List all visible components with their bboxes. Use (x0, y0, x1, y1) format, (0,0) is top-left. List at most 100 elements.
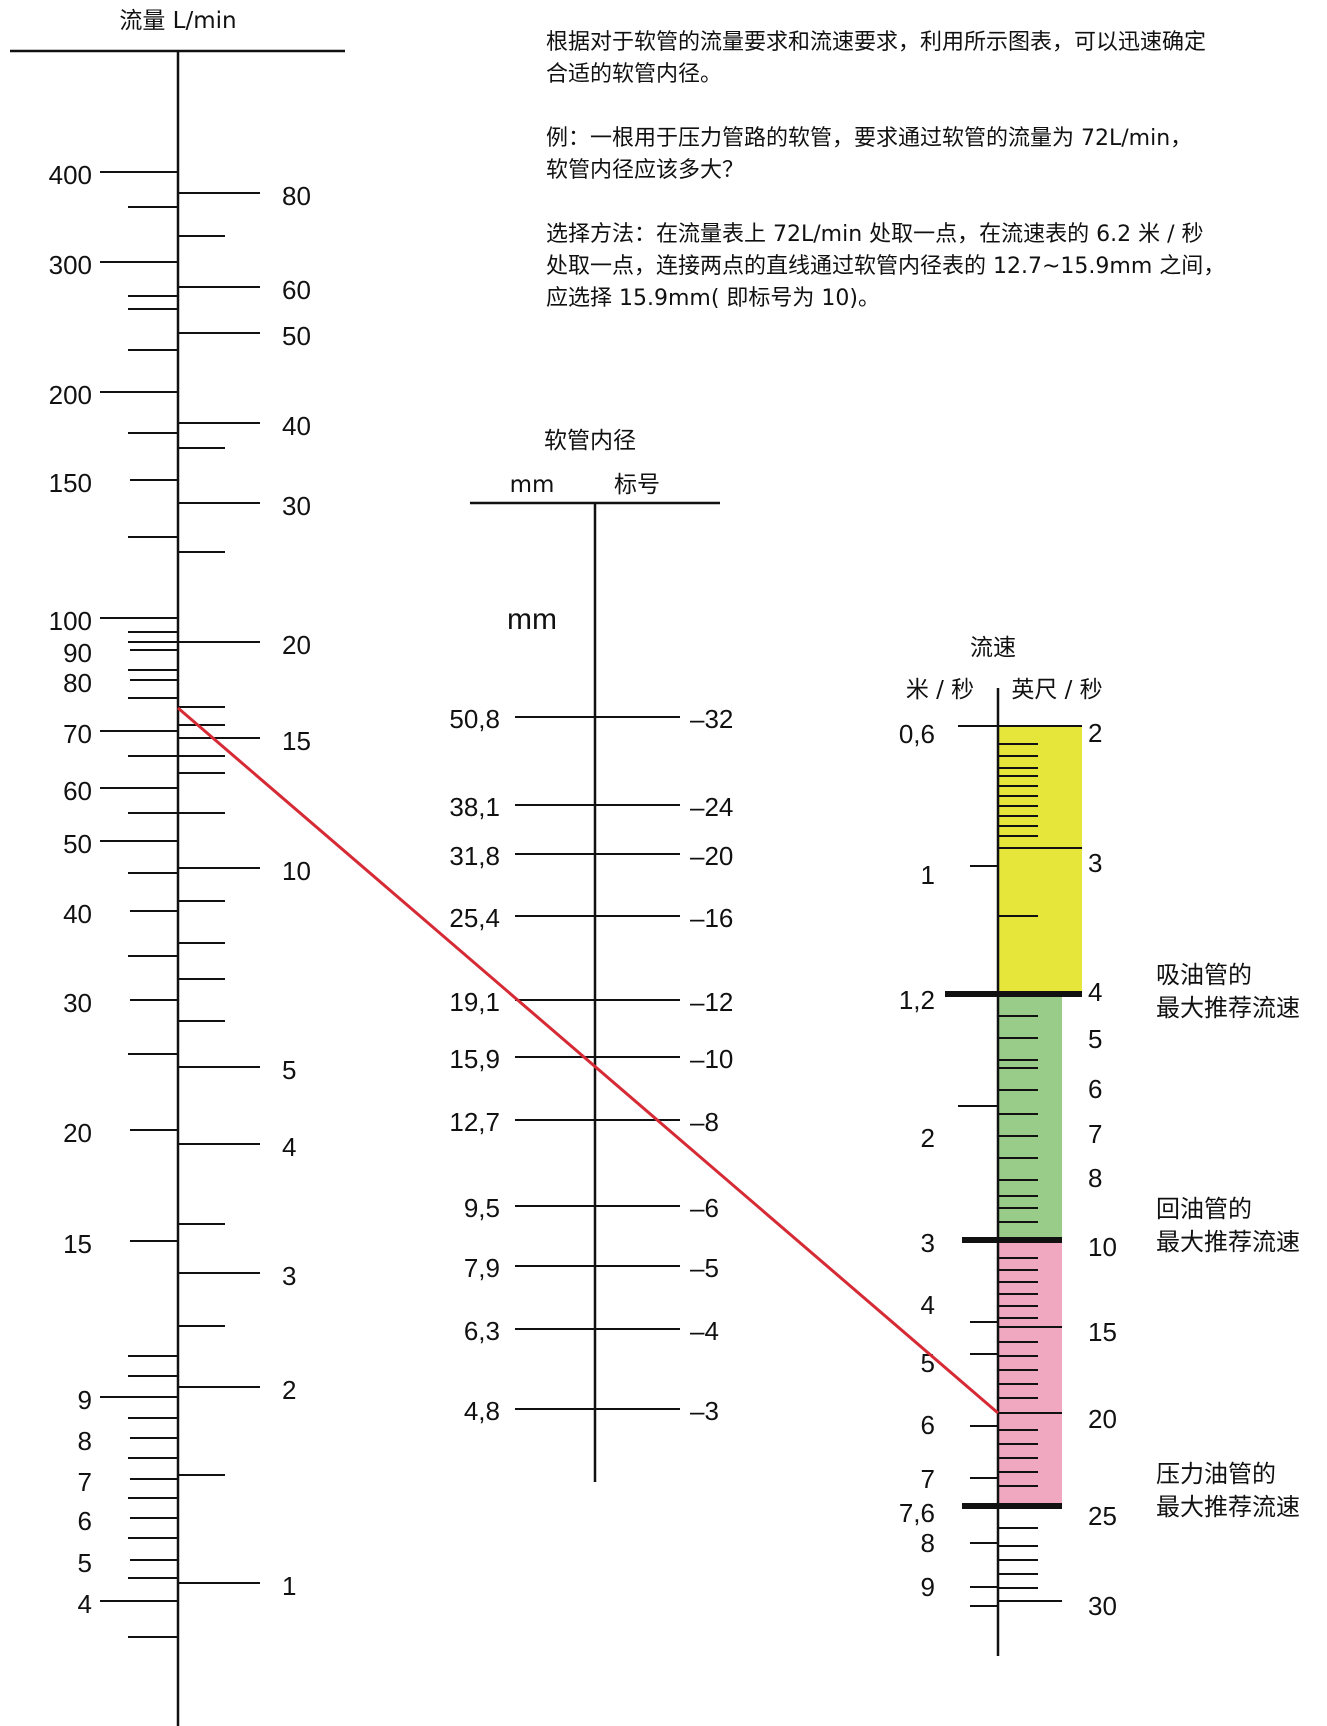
diameter-col-dash: 标号 (614, 472, 660, 498)
flow-label-gpm: 2 (282, 1375, 296, 1405)
velocity-label-mps: 9 (921, 1572, 935, 1602)
diameter-label-mm: 7,9 (464, 1253, 500, 1283)
diameter-label-dash: –16 (690, 903, 733, 933)
diameter-label-dash: –24 (690, 792, 733, 822)
flow-label-lpm: 60 (63, 776, 92, 806)
velocity-label-mps: 4 (921, 1290, 935, 1320)
velocity-label-fps: 10 (1088, 1232, 1117, 1262)
diameter-label-mm: 6,3 (464, 1316, 500, 1346)
velocity-label-fps: 30 (1088, 1591, 1117, 1621)
velocity-label-mps: 8 (921, 1528, 935, 1558)
zone-label-pressure: 最大推荐流速 (1156, 1493, 1300, 1521)
flow-label-lpm: 50 (63, 829, 92, 859)
diameter-label-mm: 25,4 (449, 903, 500, 933)
velocity-label-fps: 6 (1088, 1074, 1102, 1104)
velocity-scale-title: 流速 (970, 635, 1016, 661)
flow-label-gpm: 3 (282, 1261, 296, 1291)
velocity-unit-mps: 米 / 秒 (906, 677, 974, 703)
flow-label-lpm: 400 (49, 160, 92, 190)
diameter-label-dash: –10 (690, 1044, 733, 1074)
flow-label-lpm: 4 (78, 1589, 92, 1619)
diameter-label-mm: 12,7 (449, 1107, 500, 1137)
flow-label-gpm: 80 (282, 181, 311, 211)
zone-return (998, 992, 1062, 1239)
diameter-label-dash: –5 (690, 1253, 719, 1283)
flow-label-lpm: 6 (78, 1506, 92, 1536)
flow-scale: 流量 L/min40030020015010090807060504030201… (10, 8, 345, 1726)
description-p3-line2: 处取一点，连接两点的直线通过软管内径表的 12.7~15.9mm 之间， (546, 254, 1226, 279)
velocity-label-fps: 4 (1088, 977, 1102, 1007)
diameter-unit-mm: mm (507, 603, 557, 636)
flow-label-lpm: 200 (49, 380, 92, 410)
flow-label-lpm: 300 (49, 250, 92, 280)
flow-label-lpm: 15 (63, 1229, 92, 1259)
diameter-label-mm: 50,8 (449, 704, 500, 734)
velocity-label-fps: 3 (1088, 848, 1102, 878)
description-p1-line1: 根据对于软管的流量要求和流速要求，利用所示图表，可以迅速确定 (546, 30, 1207, 55)
flow-label-lpm: 90 (63, 638, 92, 668)
example-line-group (177, 706, 999, 1415)
velocity-label-fps: 15 (1088, 1317, 1117, 1347)
example-line (177, 706, 999, 1415)
velocity-label-mps: 6 (921, 1410, 935, 1440)
diameter-scale: 软管内径 mm 标号 mm 50,8 –32 38,1 –24 31,8 –20 25,4 –16 19… (449, 428, 733, 1482)
zone-label-suction: 最大推荐流速 (1156, 994, 1300, 1022)
zone-label-suction: 吸油管的 (1156, 961, 1252, 989)
flow-label-gpm: 50 (282, 321, 311, 351)
flow-label-lpm: 40 (63, 899, 92, 929)
velocity-label-mps: 2 (921, 1123, 935, 1153)
diameter-scale-title: 软管内径 (544, 428, 636, 454)
flow-label-lpm: 100 (49, 606, 92, 636)
velocity-label-fps: 5 (1088, 1024, 1102, 1054)
flow-label-lpm: 80 (63, 668, 92, 698)
diameter-label-mm: 9,5 (464, 1193, 500, 1223)
flow-label-gpm: 40 (282, 411, 311, 441)
description-p3-line3: 应选择 15.9mm( 即标号为 10)。 (546, 286, 880, 311)
velocity-label-mps: 0,6 (899, 719, 935, 749)
zone-suction (998, 726, 1082, 992)
velocity-unit-fps: 英尺 / 秒 (1011, 677, 1102, 703)
diameter-label-dash: –8 (690, 1107, 719, 1137)
description-p3-line1: 选择方法：在流量表上 72L/min 处取一点，在流速表的 6.2 米 / 秒 (546, 222, 1204, 247)
flow-label-lpm: 70 (63, 719, 92, 749)
flow-label-gpm: 5 (282, 1055, 296, 1085)
velocity-label-mps: 7 (921, 1464, 935, 1494)
diameter-label-dash: –4 (690, 1316, 719, 1346)
diameter-label-mm: 4,8 (464, 1396, 500, 1426)
flow-scale-title: 流量 L/min (119, 8, 236, 34)
flow-label-gpm: 60 (282, 275, 311, 305)
flow-label-lpm: 30 (63, 988, 92, 1018)
zone-label-return: 最大推荐流速 (1156, 1228, 1300, 1256)
velocity-label-fps: 20 (1088, 1404, 1117, 1434)
diameter-label-dash: –32 (690, 704, 733, 734)
diameter-col-mm: mm (510, 472, 555, 498)
flow-label-gpm: 10 (282, 856, 311, 886)
description-p2-line1: 例：一根用于压力管路的软管，要求通过软管的流量为 72L/min， (546, 126, 1193, 151)
description-p2-line2: 软管内径应该多大？ (546, 158, 745, 183)
flow-label-gpm: 15 (282, 726, 311, 756)
velocity-label-fps: 8 (1088, 1163, 1102, 1193)
flow-label-lpm: 8 (78, 1426, 92, 1456)
flow-label-lpm: 5 (78, 1548, 92, 1578)
velocity-label-mps: 1 (921, 860, 935, 890)
velocity-label-fps: 7 (1088, 1119, 1102, 1149)
diameter-label-dash: –6 (690, 1193, 719, 1223)
flow-label-lpm: 20 (63, 1118, 92, 1148)
diameter-label-mm: 19,1 (449, 987, 500, 1017)
description-p1-line2: 合适的软管内径。 (546, 62, 723, 87)
velocity-label-mps: 7,6 (899, 1498, 935, 1528)
diameter-label-dash: –20 (690, 841, 733, 871)
diameter-label-dash: –12 (690, 987, 733, 1017)
diameter-label-dash: –3 (690, 1396, 719, 1426)
velocity-label-mps: 1,2 (899, 985, 935, 1015)
velocity-label-fps: 25 (1088, 1501, 1117, 1531)
diameter-label-mm: 15,9 (449, 1044, 500, 1074)
zone-label-pressure: 压力油管的 (1156, 1460, 1276, 1488)
flow-label-gpm: 20 (282, 630, 311, 660)
zone-pressure (998, 1239, 1062, 1506)
diameter-label-mm: 38,1 (449, 792, 500, 822)
flow-label-gpm: 30 (282, 491, 311, 521)
diameter-label-mm: 31,8 (449, 841, 500, 871)
velocity-label-fps: 2 (1088, 718, 1102, 748)
